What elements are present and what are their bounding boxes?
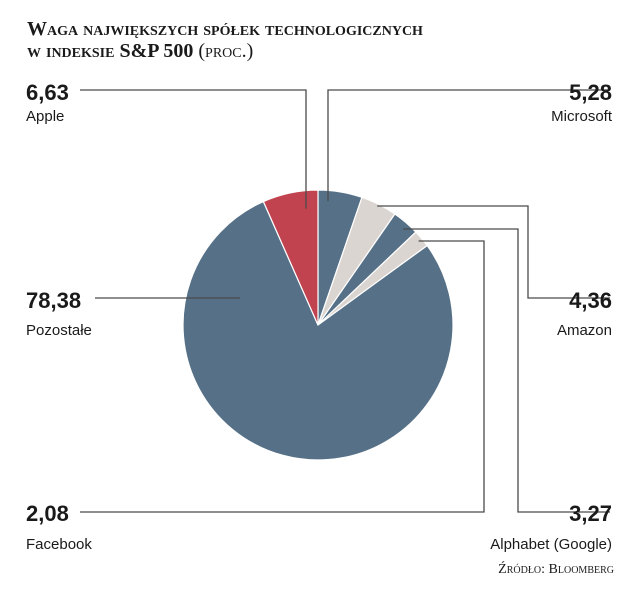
name-label-alphabet-google: Alphabet (Google)	[490, 536, 612, 553]
value-label-pozosta-e: 78,38	[26, 288, 81, 313]
chart-title-main: w indeksie S&P 500	[27, 40, 194, 62]
chart-title: Waga największych spółek technologicznyc…	[27, 18, 423, 62]
pie-slice-pozosta-e	[182, 200, 454, 461]
leader-alphabet	[403, 228, 610, 513]
leader-microsoft	[327, 89, 610, 202]
chart-title-line2: w indeksie S&P 500 (proc.)	[27, 40, 423, 62]
name-label-microsoft: Microsoft	[551, 108, 613, 125]
slice-labels: 5,28 Microsoft 4,36 Amazon 3,27 Alphabet (Goo…	[26, 80, 613, 553]
pie-slice-apple	[262, 189, 319, 326]
value-label-alphabet-google: 3,27	[569, 501, 612, 526]
leader-amazon	[377, 205, 610, 299]
chart-title-unit: (proc.)	[198, 40, 254, 62]
source-note: Źródło: Bloomberg	[498, 562, 614, 577]
name-label-amazon: Amazon	[557, 322, 612, 339]
pie-slices	[182, 189, 454, 461]
value-label-apple: 6,63	[26, 80, 69, 105]
name-label-pozosta-e: Pozostałe	[26, 322, 92, 339]
leader-apple	[80, 89, 307, 209]
name-label-apple: Apple	[26, 108, 64, 125]
name-label-facebook: Facebook	[26, 536, 92, 553]
leader-facebook	[80, 240, 485, 513]
value-label-microsoft: 5,28	[569, 80, 612, 105]
value-label-amazon: 4,36	[569, 288, 612, 313]
value-label-facebook: 2,08	[26, 501, 69, 526]
leader-lines	[80, 89, 610, 513]
chart-title-line1: Waga największych spółek technologicznyc…	[27, 18, 423, 40]
